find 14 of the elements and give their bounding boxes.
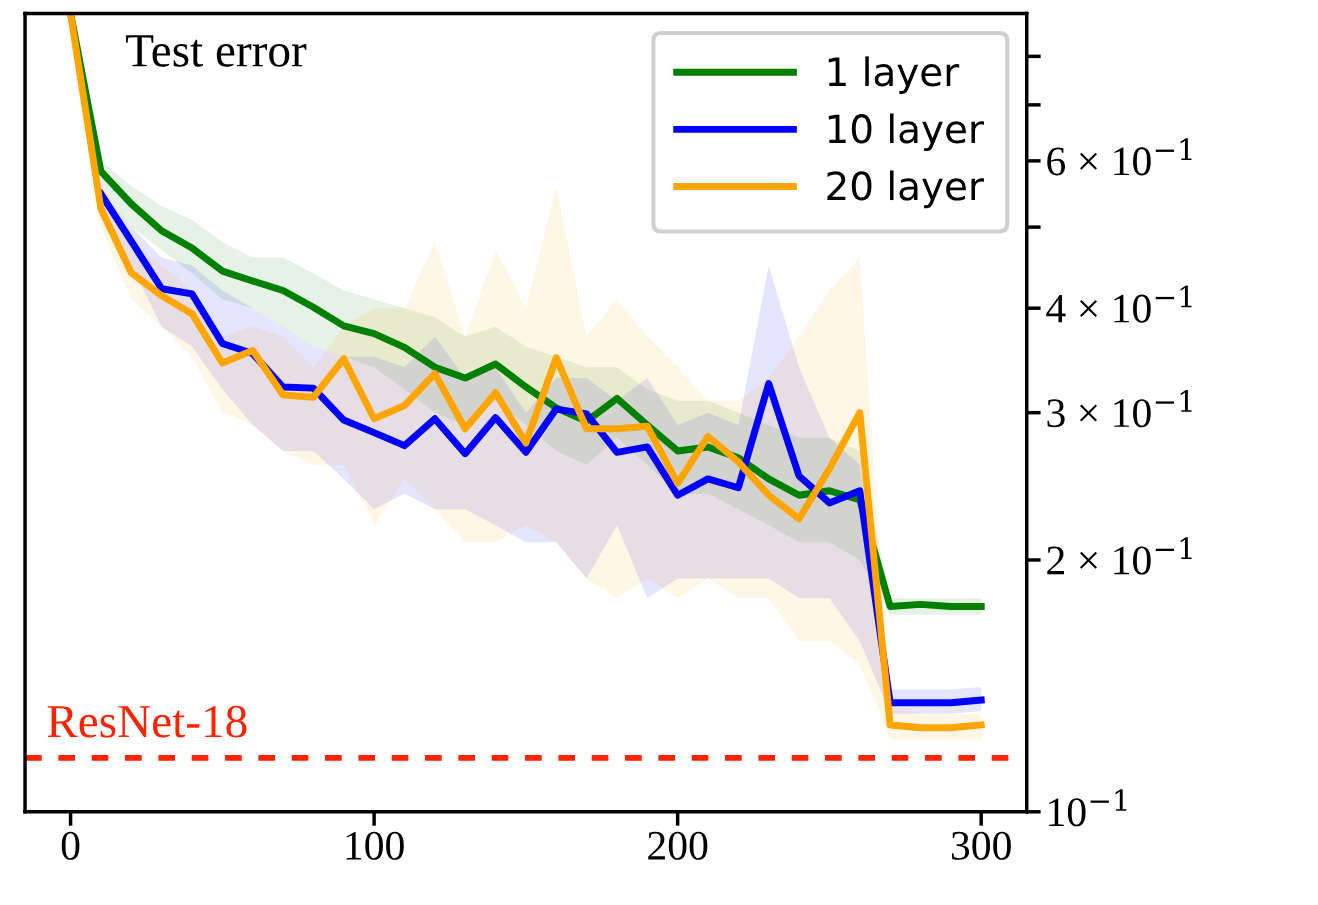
y-tick-label: 6 × 10$^{−1}$: [1047, 138, 1192, 176]
x-tick-label: 100: [346, 831, 404, 860]
ref-line-label: ResNet-18: [47, 705, 247, 738]
y-tick-label: 4 × 10$^{−1}$: [1046, 285, 1192, 323]
x-tick-label: 200: [648, 831, 708, 860]
x-tick-label: 300: [951, 831, 1011, 860]
chart-title: Test error: [126, 35, 307, 67]
x-tick-label: 0: [61, 831, 80, 860]
legend-label: 10 layer: [828, 113, 984, 152]
y-tick-label: 3 × 10$^{−1}$: [1047, 390, 1192, 428]
legend-label: 20 layer: [827, 170, 984, 209]
legend-label: 1 layer: [828, 56, 960, 94]
y-tick-label: 10$^{−1}$: [1049, 789, 1127, 827]
y-tick-label: 2 × 10$^{−1}$: [1047, 537, 1192, 575]
